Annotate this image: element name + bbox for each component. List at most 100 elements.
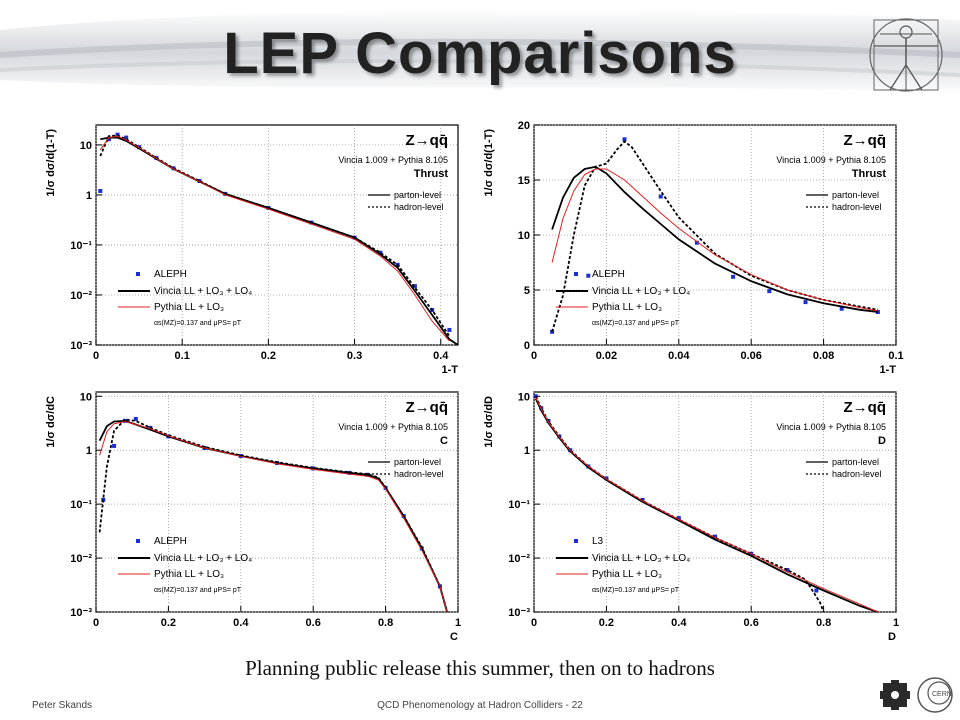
- legend-data-label: ALEPH: [154, 536, 187, 547]
- y-tick-label: 10⁻¹: [70, 499, 92, 511]
- plot-frame: [95, 124, 459, 346]
- x-tick-label: 0.6: [744, 617, 759, 629]
- data-point: [133, 416, 138, 421]
- x-tick-label: 0.1: [888, 350, 903, 362]
- x-axis-label: 1-T: [880, 364, 897, 376]
- data-point: [731, 274, 736, 279]
- cern-logo-icon: CERN: [917, 677, 953, 713]
- legend-parton-label: parton-level: [394, 457, 441, 467]
- legend-pythia-label: Pythia LL + LO₃: [154, 302, 224, 313]
- x-tick-label: 0.4: [433, 350, 449, 362]
- x-tick-label: 0.2: [599, 617, 614, 629]
- legend-data-label: ALEPH: [154, 269, 187, 280]
- data-point: [803, 300, 808, 305]
- generator-label: Vincia 1.009 + Pythia 8.105: [338, 155, 448, 165]
- process-label: Z→qq̄: [406, 399, 449, 416]
- legend-note: αs(MZ)=0.137 and μPS= pT: [154, 320, 242, 327]
- series-line: [535, 397, 879, 613]
- series-line: [551, 140, 879, 333]
- legend-vincia-label: Vincia LL + LO₃ + LO₄: [154, 553, 252, 564]
- x-tick-label: 0.08: [813, 350, 834, 362]
- fermilab-logo-icon: [880, 680, 910, 710]
- data-point: [785, 568, 790, 573]
- y-tick-label: 10⁻³: [508, 607, 530, 619]
- y-tick-label: 10⁻³: [70, 607, 92, 619]
- data-point: [713, 534, 717, 539]
- generator-label: Vincia 1.009 + Pythia 8.105: [338, 422, 448, 432]
- y-tick-label: 1: [86, 445, 92, 457]
- x-tick-label: 0.4: [671, 617, 687, 629]
- x-tick-label: 0: [531, 350, 537, 362]
- y-tick-label: 10: [518, 391, 530, 403]
- y-tick-label: 10: [80, 140, 92, 152]
- data-point: [412, 284, 417, 289]
- x-tick-label: 0: [531, 617, 537, 629]
- legend-data-marker: [574, 272, 578, 276]
- legend-data-marker: [136, 539, 140, 543]
- data-point: [533, 394, 538, 399]
- header-band: [0, 9, 960, 96]
- x-tick-label: 0.04: [668, 350, 690, 362]
- x-tick-label: 0: [93, 617, 99, 629]
- data-point: [814, 588, 819, 593]
- data-point: [124, 135, 129, 140]
- x-tick-label: 0.1: [175, 350, 190, 362]
- y-tick-label: 20: [518, 120, 530, 132]
- legend-data-label: L3: [592, 536, 604, 547]
- d-parameter-chart: 0 0.2 0.4 0.6 0.8 1 10⁻³ 10⁻² 10⁻¹ 1 10 D 1/σ dσ/dD Z…: [478, 380, 908, 645]
- legend-data-marker: [574, 539, 578, 543]
- y-axis-label: 1/σ dσ/dC: [45, 396, 57, 448]
- y-tick-label: 10⁻²: [70, 553, 92, 565]
- legend-hadron-label: hadron-level: [832, 469, 882, 479]
- chart-svg: 0 0.1 0.2 0.3 0.4 10⁻³ 10⁻² 10⁻¹ 1 10 1-T 1/σ dσ/d(…: [45, 124, 459, 376]
- vitruvian-man-icon: [869, 18, 943, 92]
- x-tick-label: 0.4: [233, 617, 249, 629]
- legend-vincia-label: Vincia LL + LO₃ + LO₄: [154, 286, 252, 297]
- svg-text:CERN: CERN: [932, 691, 952, 698]
- y-tick-label: 10⁻²: [508, 553, 530, 565]
- y-tick-label: 1: [524, 445, 530, 457]
- legend-note: αs(MZ)=0.137 and μPS= pT: [154, 587, 242, 594]
- data-point: [875, 310, 880, 314]
- chart-svg: 0 0.02 0.04 0.06 0.08 0.1 0 5 10 15 20 1-T 1/σ dσ/d(…: [483, 120, 904, 376]
- observable-label: Thrust: [852, 168, 887, 180]
- data-point: [622, 137, 627, 142]
- series-line: [99, 134, 451, 337]
- y-tick-label: 10⁻²: [70, 290, 92, 302]
- y-tick-label: 10⁻³: [70, 340, 92, 352]
- legend-hadron-label: hadron-level: [832, 202, 882, 212]
- x-tick-label: 0.8: [378, 617, 393, 629]
- thrust-log-chart: 0 0.1 0.2 0.3 0.4 10⁻³ 10⁻² 10⁻¹ 1 10 1-T 1/σ dσ/d(…: [40, 113, 470, 378]
- legend-pythia-label: Pythia LL + LO₃: [592, 302, 662, 313]
- data-point: [378, 250, 383, 255]
- x-axis-label: D: [888, 631, 896, 643]
- data-point: [112, 443, 117, 448]
- slide-title: LEP Comparisons: [223, 21, 737, 86]
- y-tick-label: 5: [524, 285, 530, 297]
- x-tick-label: 0.2: [261, 350, 276, 362]
- series-line: [99, 135, 450, 342]
- data-point: [106, 137, 111, 142]
- slide-caption: Planning public release this summer, the…: [245, 656, 715, 680]
- process-label: Z→qq̄: [844, 132, 887, 149]
- x-tick-label: 0: [93, 350, 99, 362]
- legend-data-label: ALEPH: [592, 269, 625, 280]
- y-tick-label: 10: [518, 230, 530, 242]
- x-tick-label: 0.3: [347, 350, 362, 362]
- legend-note: αs(MZ)=0.137 and μPS= pT: [592, 587, 680, 594]
- x-tick-label: 0.02: [596, 350, 617, 362]
- data-point: [767, 289, 772, 294]
- x-tick-label: 0.2: [161, 617, 176, 629]
- generator-label: Vincia 1.009 + Pythia 8.105: [776, 422, 886, 432]
- data-point: [839, 306, 844, 311]
- data-point: [447, 327, 452, 332]
- footer-talk-title: QCD Phenomenology at Hadron Colliders - …: [377, 700, 583, 711]
- legend-parton-label: parton-level: [394, 190, 441, 200]
- data-point: [676, 516, 681, 521]
- legend-parton-label: parton-level: [832, 457, 879, 467]
- legend-vincia-label: Vincia LL + LO₃ + LO₄: [592, 286, 690, 297]
- y-axis-label: 1/σ dσ/d(1-T): [483, 129, 495, 197]
- x-tick-label: 0.6: [306, 617, 321, 629]
- legend-parton-label: parton-level: [832, 190, 879, 200]
- series-line: [551, 165, 879, 313]
